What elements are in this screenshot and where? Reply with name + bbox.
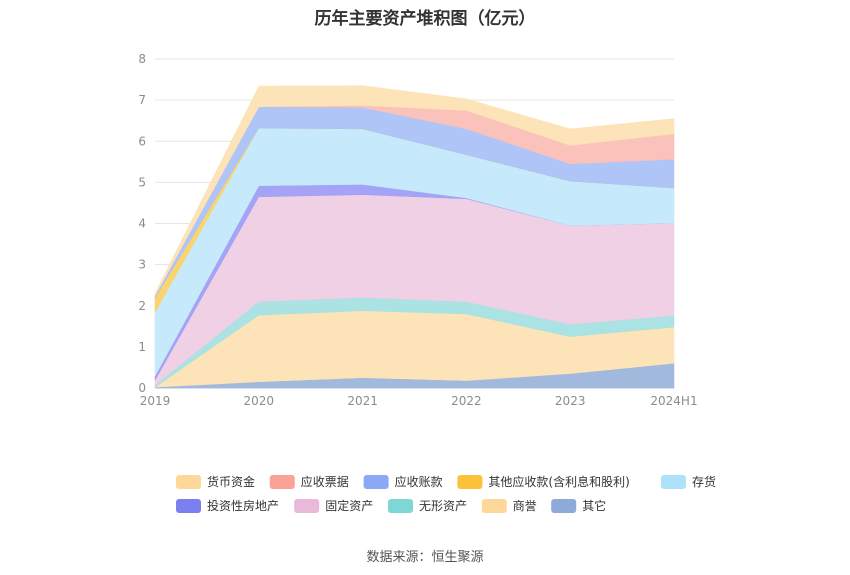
legend-swatch (269, 475, 295, 489)
legend-swatch (661, 475, 686, 489)
legend-label: 其他应收款(含利息和股利) (488, 474, 629, 489)
legend-label: 投资性房地产 (207, 498, 279, 513)
legend-swatch (294, 499, 320, 513)
data-source: 数据来源：恒生聚源 (366, 550, 484, 565)
legend-swatch (176, 475, 201, 489)
legend-label: 固定资产 (325, 498, 373, 513)
y-tick-label: 5 (138, 175, 146, 189)
x-tick-label: 2019 (140, 394, 171, 408)
legend-swatch (388, 499, 413, 513)
x-tick-label: 2021 (347, 394, 378, 408)
y-tick-label: 1 (138, 340, 146, 354)
y-tick-label: 3 (138, 258, 146, 272)
x-tick-label: 2020 (244, 394, 275, 408)
legend-swatch (551, 499, 577, 513)
y-tick-label: 6 (138, 134, 146, 148)
legend-swatch (363, 475, 389, 489)
y-tick-label: 8 (138, 52, 146, 66)
legend-swatch (176, 499, 201, 513)
legend-swatch (481, 499, 507, 513)
legend-label: 无形资产 (419, 499, 467, 513)
legend-label: 货币资金 (207, 474, 255, 489)
legend-label: 存货 (692, 474, 716, 489)
chart-title: 历年主要资产堆积图（亿元） (314, 9, 536, 29)
y-tick-label: 4 (138, 217, 146, 231)
legend-label: 其它 (582, 498, 606, 513)
x-tick-label: 2024H1 (650, 394, 697, 408)
y-tick-label: 7 (138, 93, 146, 107)
legend-label: 应收账款 (395, 474, 443, 489)
area-series-9 (154, 85, 675, 297)
y-tick-label: 0 (138, 381, 146, 395)
legend-label: 商誉 (513, 498, 537, 513)
legend-swatch (457, 475, 483, 489)
y-tick-label: 2 (138, 299, 146, 313)
legend-label: 应收票据 (301, 474, 349, 489)
x-tick-label: 2022 (451, 394, 482, 408)
x-tick-label: 2023 (555, 394, 586, 408)
